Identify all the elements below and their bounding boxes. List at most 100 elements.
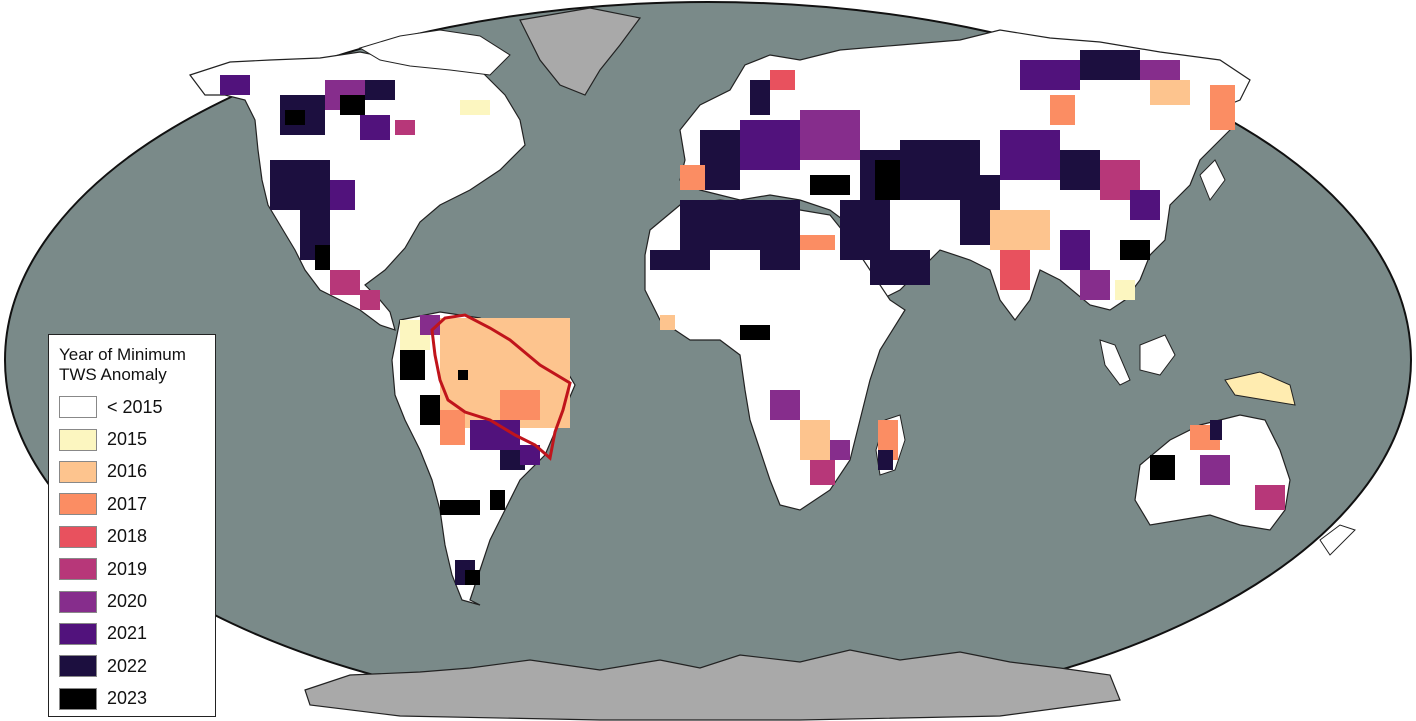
japan (1199, 159, 1226, 202)
cell (400, 350, 425, 380)
sumatra (1099, 339, 1131, 386)
legend-item: 2023 (59, 683, 205, 715)
cell (800, 235, 835, 250)
greenland (519, 7, 642, 96)
cell (1060, 150, 1100, 190)
cell (700, 130, 740, 190)
legend-item: 2018 (59, 521, 205, 553)
cell (1000, 250, 1030, 290)
legend-swatch (59, 396, 97, 419)
legend-swatch (59, 460, 97, 483)
cell (1200, 455, 1230, 485)
cell (990, 210, 1050, 250)
cell (470, 420, 520, 450)
cell (1210, 85, 1235, 130)
cell (490, 490, 505, 510)
cell (1140, 60, 1180, 80)
cell (1080, 270, 1110, 300)
cell (810, 175, 850, 195)
legend-swatch (59, 687, 97, 710)
legend-item: 2015 (59, 423, 205, 455)
cell (800, 420, 830, 460)
new-zealand (1319, 524, 1356, 556)
cell (650, 250, 710, 270)
cell (740, 120, 800, 170)
cell (760, 240, 800, 270)
legend-label: < 2015 (107, 396, 163, 417)
cell (1130, 190, 1160, 220)
cell (1150, 80, 1190, 105)
cell (395, 120, 415, 135)
legend: Year of Minimum TWS Anomaly < 2015 2015 20… (48, 334, 216, 717)
cell (458, 370, 468, 380)
cell (420, 315, 440, 335)
legend-label: 2018 (107, 526, 148, 547)
cell (750, 80, 770, 115)
cell (1020, 60, 1080, 90)
legend-item: 2022 (59, 650, 205, 682)
anomaly-cells (220, 50, 1285, 585)
legend-label: 2021 (107, 623, 148, 644)
cell (1050, 95, 1075, 125)
legend-swatch (59, 493, 97, 516)
legend-label: 2019 (107, 558, 148, 579)
cell (360, 290, 380, 310)
africa (644, 199, 906, 511)
legend-item: 2020 (59, 585, 205, 617)
cell (285, 110, 305, 125)
cell (1210, 420, 1222, 440)
cell (340, 95, 365, 115)
legend-item: 2016 (59, 456, 205, 488)
cell (520, 445, 540, 465)
cell (1080, 50, 1140, 80)
cell (500, 450, 525, 470)
legend-swatch (59, 525, 97, 548)
cell (770, 70, 795, 90)
cell (440, 410, 465, 445)
cell (315, 245, 330, 270)
cell (1150, 455, 1175, 480)
cell (420, 395, 440, 425)
legend-swatch (59, 590, 97, 613)
cell (465, 570, 480, 585)
cell (270, 160, 300, 210)
cell (330, 180, 355, 210)
legend-item: < 2015 (59, 391, 205, 423)
cell (1060, 230, 1090, 270)
legend-label: 2022 (107, 655, 148, 676)
cell (770, 390, 800, 420)
cell (1255, 485, 1285, 510)
legend-item: 2017 (59, 488, 205, 520)
cell (360, 115, 390, 140)
cell (740, 325, 770, 340)
legend-title-line1: Year of Minimum (59, 345, 186, 364)
arctic-islands (358, 29, 511, 76)
cell (800, 110, 860, 160)
cell (660, 315, 675, 330)
cell (330, 270, 360, 295)
legend-swatch (59, 655, 97, 678)
legend-title-line2: TWS Anomaly (59, 365, 167, 384)
legend-item: 2021 (59, 618, 205, 650)
cell (500, 390, 540, 420)
legend-swatch (59, 428, 97, 451)
new-guinea (1224, 371, 1296, 406)
legend-rows: < 2015 2015 2016 2017 2018 2019 2020 2021 2022 20… (59, 391, 205, 715)
legend-swatch (59, 558, 97, 581)
cell (875, 160, 900, 200)
cell (365, 80, 395, 100)
amazon-basin-outline (430, 313, 572, 461)
cell (1120, 240, 1150, 260)
legend-swatch (59, 622, 97, 645)
cell (460, 100, 490, 115)
legend-label: 2017 (107, 493, 148, 514)
cell (680, 165, 705, 190)
cell (870, 250, 930, 285)
cell (830, 440, 850, 460)
cell (1115, 280, 1135, 300)
cell (878, 450, 893, 470)
legend-item: 2019 (59, 553, 205, 585)
cell (810, 460, 835, 485)
legend-label: 2016 (107, 461, 148, 482)
cell (300, 160, 330, 220)
